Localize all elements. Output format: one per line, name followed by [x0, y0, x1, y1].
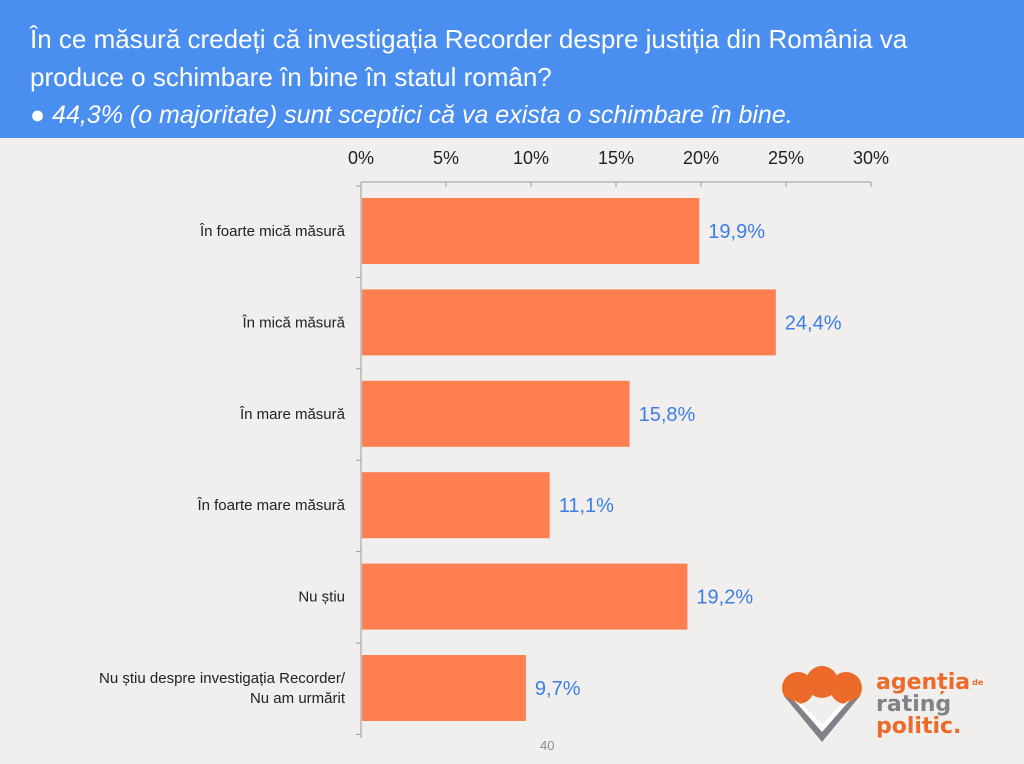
category-label: Nu știu despre investigația Recorder/	[99, 670, 346, 687]
x-tick-label: 0%	[348, 148, 374, 168]
x-tick-label: 15%	[598, 148, 634, 168]
page-number: 40	[540, 738, 555, 753]
data-label: 9,7%	[535, 678, 581, 700]
header-banner: În ce măsură credeți că investigația Rec…	[0, 0, 1024, 138]
data-label: 24,4%	[785, 312, 842, 334]
x-tick-label: 10%	[513, 148, 549, 168]
logo-mark-icon	[782, 666, 862, 742]
page-title: În ce măsură credeți că investigația Rec…	[30, 24, 908, 92]
x-tick-label: 30%	[853, 148, 889, 168]
subtitle: ● 44,3% (o majoritate) sunt sceptici că …	[30, 101, 793, 129]
data-label: 19,2%	[696, 587, 753, 609]
category-label: Nu știu	[298, 589, 345, 606]
category-label: În mică măsură	[241, 314, 345, 331]
category-label: În mare măsură	[239, 406, 346, 423]
bar	[362, 289, 776, 356]
bar	[362, 563, 688, 630]
x-tick-label: 20%	[683, 148, 719, 168]
bar	[362, 198, 700, 264]
category-label: În foarte mare măsură	[196, 497, 345, 514]
logo-superscript: de	[972, 678, 984, 687]
agency-logo: agenția de rating politic.	[776, 666, 996, 746]
data-label: 15,8%	[639, 404, 696, 426]
logo-line-3: politic.	[876, 714, 962, 739]
logo-line-1: agenția	[876, 670, 971, 695]
bar	[362, 655, 526, 721]
category-label: În foarte mică măsură	[199, 223, 346, 240]
category-label: Nu am urmărit	[250, 690, 346, 707]
x-tick-label: 5%	[433, 148, 459, 168]
x-tick-label: 25%	[768, 148, 804, 168]
logo-line-2: rating	[876, 692, 952, 717]
bar	[362, 472, 550, 539]
logo-wordmark: agenția de rating politic.	[876, 672, 983, 738]
data-label: 11,1%	[559, 495, 614, 517]
data-label: 19,9%	[708, 221, 765, 243]
bar	[362, 380, 630, 447]
bar-chart: 0% 5% 10% 15% 20% 25% 30% 19,9% În foarte mică m…	[99, 148, 889, 738]
